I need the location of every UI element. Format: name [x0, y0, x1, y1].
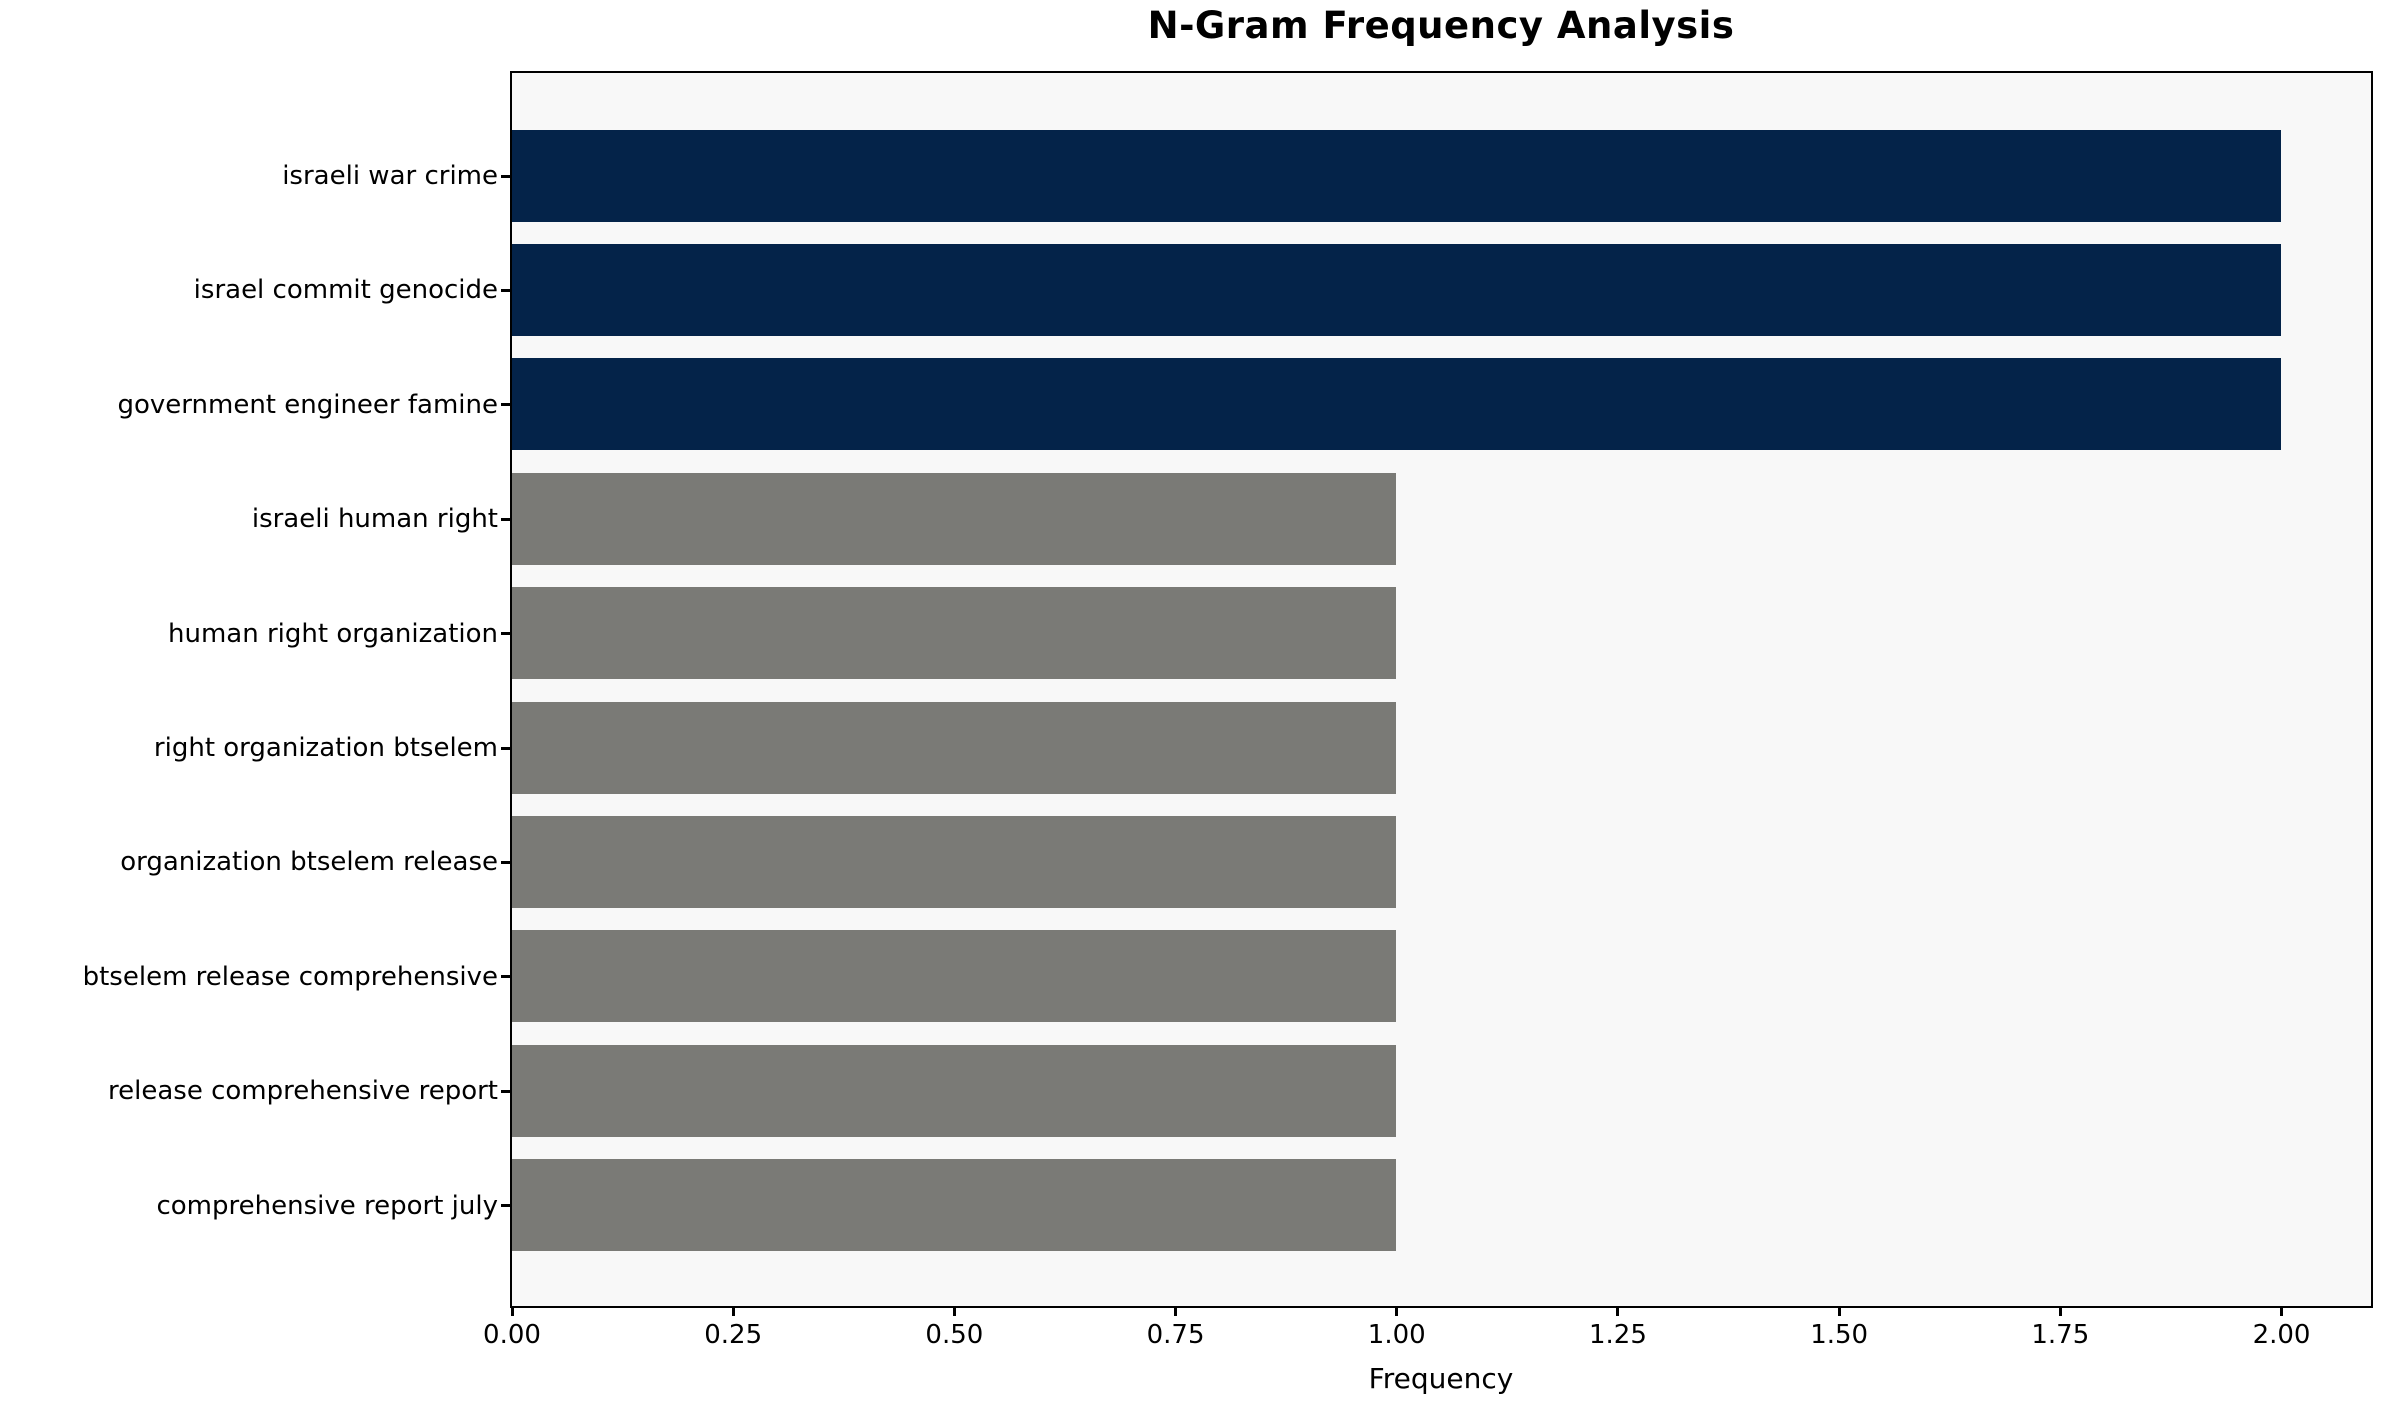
- x-tick-label: 0.75: [1146, 1320, 1205, 1350]
- x-tick-mark: [2280, 1306, 2284, 1316]
- y-tick-label: israel commit genocide: [193, 275, 498, 306]
- bar: [511, 358, 2282, 451]
- y-tick-mark: [501, 403, 510, 407]
- x-tick-label: 2.00: [2252, 1320, 2311, 1350]
- bar: [511, 1044, 1397, 1137]
- y-tick-mark: [501, 288, 510, 292]
- x-tick-label: 1.50: [1810, 1320, 1869, 1350]
- y-tick-label: israeli war crime: [282, 161, 498, 191]
- bar: [511, 129, 2282, 222]
- bar: [511, 472, 1397, 565]
- y-tick-label: release comprehensive report: [108, 1076, 498, 1107]
- bar: [511, 1159, 1397, 1252]
- x-tick-mark: [1616, 1306, 1620, 1316]
- y-tick-label: human right organization: [168, 618, 498, 649]
- x-tick-mark: [1395, 1306, 1399, 1316]
- y-tick-mark: [501, 1204, 510, 1208]
- bar: [511, 701, 1397, 794]
- y-tick-mark: [501, 746, 510, 750]
- x-tick-mark: [952, 1306, 956, 1316]
- y-tick-label: right organization btselem: [153, 733, 498, 763]
- y-tick-label: israeli human right: [251, 504, 498, 535]
- y-tick-mark: [501, 1089, 510, 1093]
- y-tick-mark: [501, 632, 510, 636]
- plot-area: [509, 70, 2373, 1308]
- x-tick-mark: [1174, 1306, 1178, 1316]
- y-tick-label: btselem release comprehensive: [82, 961, 498, 992]
- bar: [511, 243, 2282, 336]
- x-tick-mark: [1837, 1306, 1841, 1316]
- bar: [511, 815, 1397, 908]
- x-tick-mark: [2058, 1306, 2062, 1316]
- y-tick-mark: [501, 860, 510, 864]
- x-tick-mark: [510, 1306, 514, 1316]
- y-tick-mark: [501, 517, 510, 521]
- y-tick-label: government engineer famine: [117, 389, 498, 420]
- x-tick-label: 1.25: [1588, 1320, 1647, 1350]
- x-tick-label: 0.50: [925, 1320, 984, 1350]
- y-tick-mark: [501, 975, 510, 979]
- chart-title: N-Gram Frequency Analysis: [1147, 4, 1735, 47]
- y-tick-mark: [501, 174, 510, 178]
- x-tick-label: 1.75: [2031, 1320, 2090, 1350]
- y-tick-label: organization btselem release: [120, 847, 498, 878]
- x-tick-label: 1.00: [1367, 1320, 1426, 1350]
- x-tick-label: 0.25: [704, 1320, 763, 1350]
- y-tick-label: comprehensive report july: [156, 1190, 498, 1221]
- bar: [511, 587, 1397, 680]
- x-axis-title: Frequency: [1368, 1362, 1514, 1395]
- x-tick-label: 0.00: [483, 1320, 541, 1350]
- x-tick-mark: [731, 1306, 735, 1316]
- bar: [511, 930, 1397, 1023]
